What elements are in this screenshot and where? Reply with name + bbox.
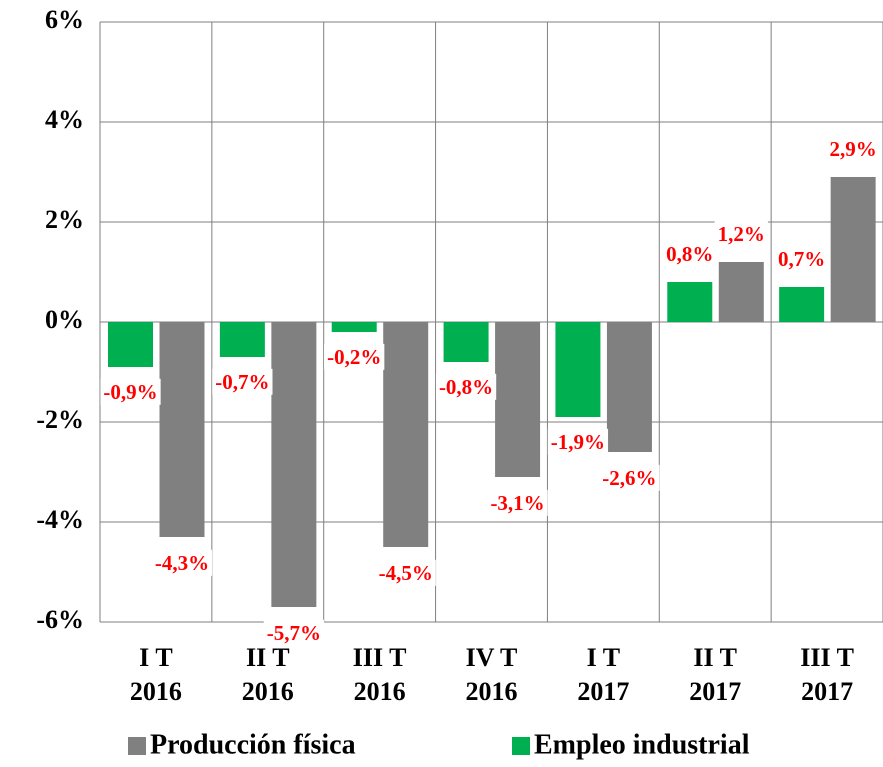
y-tick-label: -6% (36, 605, 84, 634)
data-label: -0,8% (439, 375, 493, 399)
data-label-background (599, 464, 660, 491)
data-label: -0,2% (327, 345, 381, 369)
data-label: -0,7% (215, 370, 269, 394)
data-label-group: -4,3% (151, 549, 213, 576)
bar (383, 322, 429, 547)
data-label-group: 2,9% (826, 135, 880, 162)
x-tick-label: III T 2016 (353, 643, 407, 706)
data-label-group: -2,6% (599, 464, 660, 491)
x-tick-line: II T (693, 643, 737, 672)
bar (830, 177, 876, 322)
data-label: 1,2% (718, 222, 765, 246)
data-label: 2,9% (830, 137, 877, 161)
data-label-background (212, 368, 273, 395)
data-label: -5,7% (267, 621, 321, 645)
data-label: -1,9% (551, 430, 605, 454)
bar (219, 322, 265, 357)
data-label-background (487, 489, 548, 516)
data-label-group: 0,7% (775, 245, 829, 272)
data-label-background (547, 428, 609, 455)
y-tick-label: -2% (36, 405, 84, 434)
legend-label: Empleo industrial (534, 729, 750, 760)
data-label: -4,5% (379, 561, 433, 585)
data-label-group: -0,9% (100, 378, 161, 405)
data-label-background (714, 220, 768, 247)
bar (443, 322, 489, 362)
data-label-group: -0,8% (435, 373, 497, 400)
data-label-group: -3,1% (487, 489, 548, 516)
data-label-background (775, 245, 829, 272)
x-tick-line: III T (800, 643, 854, 672)
bar (108, 322, 153, 367)
x-tick-line: 2017 (801, 677, 853, 706)
x-tick-line: I T (139, 643, 173, 672)
x-tick-line: 2016 (354, 677, 406, 706)
bar (718, 262, 764, 322)
data-label-background (826, 135, 880, 162)
bar (331, 322, 377, 332)
data-label-group: -5,7% (263, 619, 324, 646)
data-label-background (663, 240, 717, 267)
bar (606, 322, 652, 452)
y-tick-label: 6% (45, 5, 84, 34)
data-label-background (263, 619, 324, 646)
bar (779, 287, 825, 322)
y-tick-label: 4% (45, 105, 84, 134)
data-label-group: 1,2% (714, 220, 768, 247)
x-tick-line: I T (587, 643, 621, 672)
data-label: -0,9% (103, 380, 157, 404)
x-tick-line: IV T (466, 643, 518, 672)
x-tick-line: II T (246, 643, 290, 672)
x-tick-line: 2016 (130, 677, 182, 706)
x-tick-label: II T 2017 (689, 643, 741, 706)
data-label-group: -0,2% (324, 343, 385, 370)
legend-label: Producción física (150, 729, 356, 760)
data-label: 0,7% (778, 247, 825, 271)
x-tick-label: II T 2016 (242, 643, 294, 706)
data-label: 0,8% (666, 242, 713, 266)
x-tick-label: III T 2017 (800, 643, 854, 706)
bar (555, 322, 601, 417)
bar (667, 282, 713, 322)
x-tick-line: 2017 (577, 677, 629, 706)
data-label-group: 0,8% (663, 240, 717, 267)
y-tick-label: 0% (45, 305, 84, 334)
legend-swatch (512, 737, 530, 755)
data-label: -4,3% (155, 551, 209, 575)
data-label-background (151, 549, 213, 576)
x-tick-label: IV T 2016 (466, 643, 518, 706)
x-tick-label: I T 2017 (577, 643, 629, 706)
data-label-background (324, 343, 385, 370)
x-tick-line: 2017 (689, 677, 741, 706)
bar (495, 322, 541, 477)
x-tick-line: 2016 (466, 677, 518, 706)
data-label-background (375, 559, 436, 586)
bar (271, 322, 317, 607)
data-label-group: -0,7% (212, 368, 273, 395)
legend-swatch (128, 737, 146, 755)
data-label-group: -1,9% (547, 428, 609, 455)
data-label-background (435, 373, 497, 400)
data-label-group: -4,5% (375, 559, 436, 586)
x-tick-label: I T 2016 (130, 643, 182, 706)
x-tick-line: III T (353, 643, 407, 672)
data-label: -2,6% (602, 466, 656, 490)
bar (159, 322, 205, 537)
x-tick-line: 2016 (242, 677, 294, 706)
data-label: -3,1% (490, 491, 544, 515)
y-tick-label: 2% (45, 205, 84, 234)
y-tick-label: -4% (36, 505, 84, 534)
data-label-background (100, 378, 161, 405)
